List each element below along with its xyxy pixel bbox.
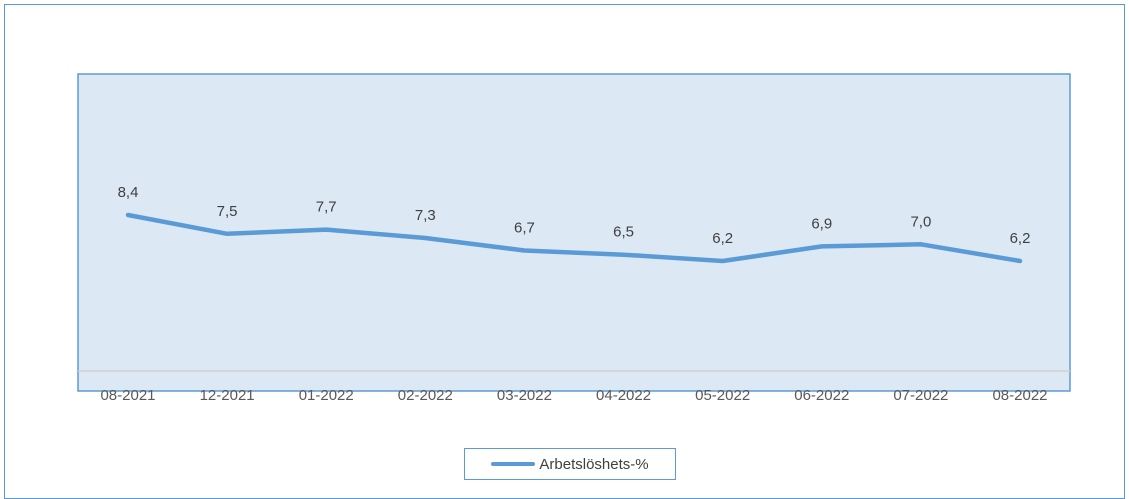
data-label: 6,9 — [811, 215, 832, 232]
legend-label: Arbetslöshets-% — [539, 455, 649, 473]
x-tick-label: 01-2022 — [299, 387, 354, 404]
data-label: 6,2 — [712, 230, 733, 247]
legend-line-swatch — [491, 462, 536, 466]
x-tick-label: 03-2022 — [497, 387, 552, 404]
data-label: 7,7 — [316, 199, 337, 216]
x-tick-layer: 08-2021 12-2021 01-2022 02-2022 03-2022 04-20… — [100, 387, 1047, 404]
data-label: 6,5 — [613, 224, 634, 241]
x-tick-label: 12-2021 — [200, 387, 255, 404]
data-label: 6,2 — [1010, 230, 1031, 247]
legend: Arbetslöshets-% — [464, 448, 676, 480]
data-label: 6,7 — [514, 220, 535, 237]
data-label: 7,0 — [910, 213, 931, 230]
data-label: 7,5 — [217, 203, 238, 220]
data-label-layer: 8,4 7,5 7,7 7,3 6,7 6,5 6,2 6,9 7,0 6,2 — [118, 184, 1031, 247]
series-line — [125, 212, 1023, 264]
data-label: 7,3 — [415, 207, 436, 224]
x-tick-label: 04-2022 — [596, 387, 651, 404]
x-tick-label: 07-2022 — [893, 387, 948, 404]
x-tick-label: 06-2022 — [794, 387, 849, 404]
x-tick-label: 08-2022 — [992, 387, 1047, 404]
x-tick-label: 08-2021 — [100, 387, 155, 404]
x-tick-label: 02-2022 — [398, 387, 453, 404]
series-layer — [125, 212, 1023, 264]
x-tick-label: 05-2022 — [695, 387, 750, 404]
data-label: 8,4 — [118, 184, 139, 201]
